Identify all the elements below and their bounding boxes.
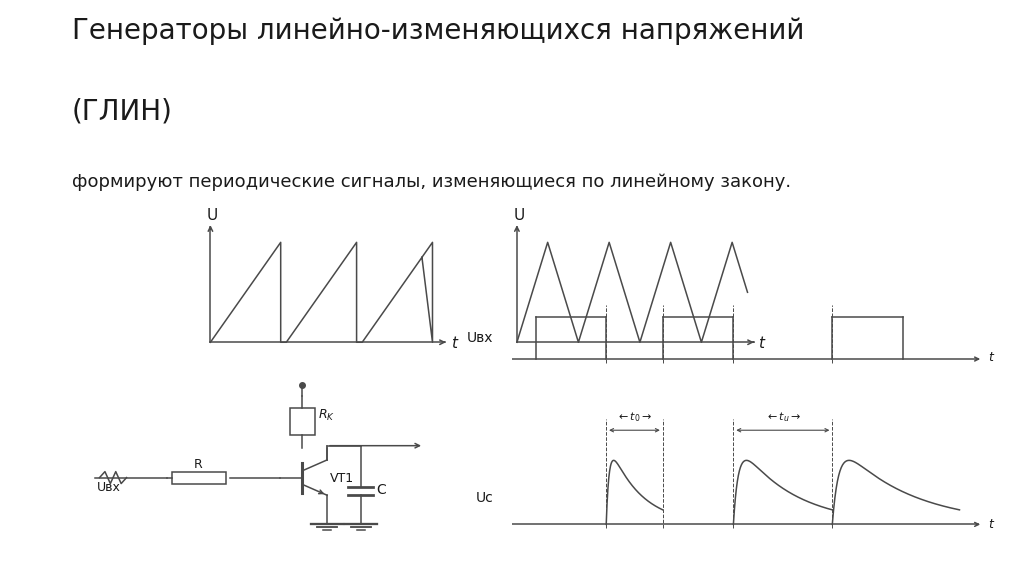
Text: $\leftarrow t_0 \rightarrow$: $\leftarrow t_0 \rightarrow$	[616, 411, 652, 425]
Text: C: C	[377, 483, 386, 497]
Text: $R_K$: $R_K$	[318, 408, 335, 423]
Text: U: U	[513, 209, 524, 223]
Text: (ГЛИН): (ГЛИН)	[72, 98, 173, 126]
Text: Генераторы линейно-изменяющихся напряжений: Генераторы линейно-изменяющихся напряжен…	[72, 17, 804, 46]
Text: Uс: Uс	[475, 491, 494, 505]
Text: t: t	[758, 336, 764, 351]
Text: формируют периодические сигналы, изменяющиеся по линейному закону.: формируют периодические сигналы, изменяю…	[72, 173, 791, 191]
Text: Uвх: Uвх	[467, 331, 494, 345]
Text: t: t	[988, 518, 992, 531]
Text: U: U	[206, 209, 217, 223]
Text: t: t	[451, 336, 457, 351]
Bar	[172, 472, 225, 484]
Text: Uвх: Uвх	[97, 481, 121, 494]
Text: t: t	[988, 351, 992, 364]
Bar	[290, 408, 315, 435]
Text: VT1: VT1	[330, 472, 354, 484]
Text: $\leftarrow t_u \rightarrow$: $\leftarrow t_u \rightarrow$	[765, 411, 801, 425]
Text: R: R	[195, 458, 203, 471]
